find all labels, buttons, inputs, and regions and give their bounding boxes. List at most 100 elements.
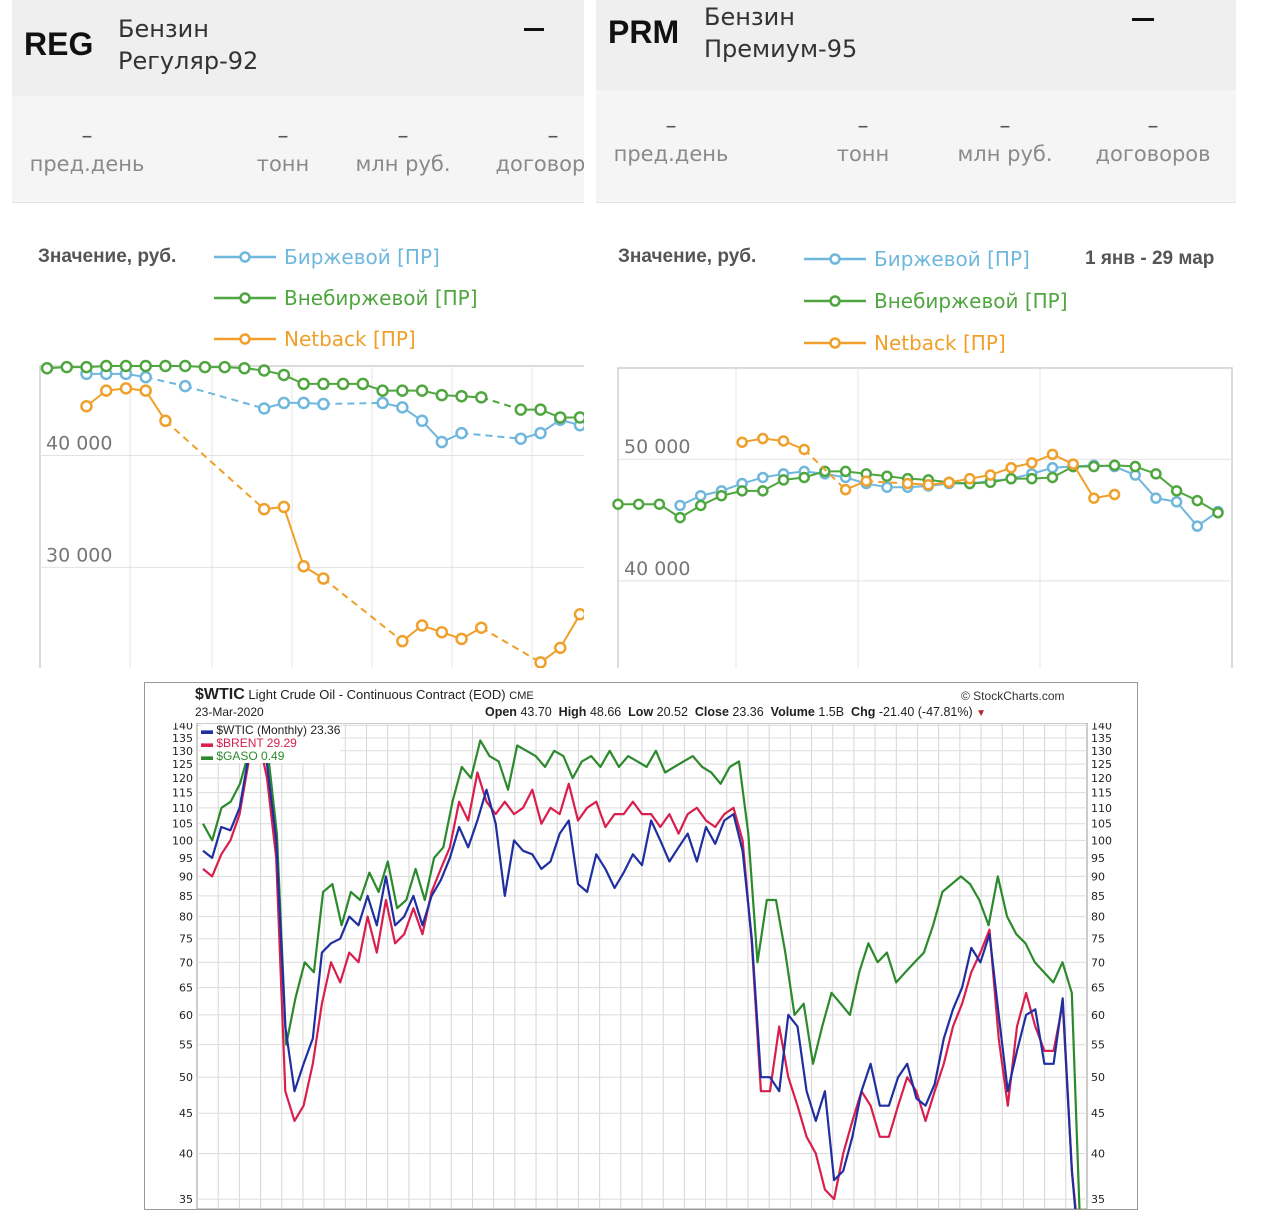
data-point-vnebirzh — [1046, 471, 1059, 484]
y-tick-label-right: 60 — [1091, 1009, 1105, 1022]
data-point-birzh — [534, 426, 547, 440]
data-point-vnebirzh — [839, 465, 852, 478]
data-point-netback — [963, 472, 976, 485]
y-tick-label-left: 120 — [172, 772, 193, 785]
wtic-date: 23-Mar-2020 — [195, 705, 264, 719]
data-point-netback — [736, 436, 748, 448]
y-tick-label-right: 45 — [1091, 1107, 1105, 1120]
data-point-vnebirzh — [736, 485, 748, 497]
data-point-vnebirzh — [376, 384, 389, 397]
data-point-birzh — [139, 370, 152, 384]
series-line-netback — [322, 577, 403, 642]
reg-product-name-line2: Регуляр-92 — [118, 47, 259, 75]
data-point-vnebirzh — [119, 359, 133, 373]
prm-stat-mln-rub: – млн руб. — [940, 112, 1070, 166]
data-point-netback — [943, 476, 955, 489]
data-point-netback — [839, 483, 852, 496]
data-point-vnebirzh — [435, 388, 449, 402]
y-tick-label-left: 80 — [179, 911, 193, 924]
reg-stat-contracts-value: – — [547, 124, 559, 149]
data-point-netback — [396, 634, 409, 648]
data-point-vnebirzh — [475, 391, 488, 404]
data-point-vnebirzh — [218, 360, 231, 374]
legend-line-icon: ▬ — [201, 749, 213, 763]
data-point-birzh — [1191, 520, 1204, 532]
series-line-netback — [803, 448, 847, 491]
data-point-birzh — [277, 396, 291, 410]
y-tick-label-left: 130 — [172, 745, 193, 758]
legend-marker-icon — [804, 253, 866, 265]
wtic-chg-label: Chg — [851, 705, 876, 719]
data-point-vnebirzh — [198, 360, 212, 374]
data-point-birzh — [455, 426, 468, 440]
data-point-vnebirzh — [1088, 460, 1100, 473]
data-point-netback — [139, 384, 152, 397]
data-point-vnebirzh — [612, 498, 624, 510]
reg-stat-tons-value: – — [277, 124, 289, 149]
prm-stat-contracts-label: договоров — [1095, 142, 1211, 166]
data-point-vnebirzh — [819, 465, 831, 478]
prm-stat-mln-rub-label: млн руб. — [957, 142, 1053, 166]
y-tick-label-right: 50 — [1091, 1071, 1105, 1084]
y-tick-label-left: 35 — [179, 1193, 193, 1206]
series-line-netback — [866, 480, 908, 485]
reg-stat-prev-day: – пред.день — [22, 122, 152, 176]
y-tick-label-left: 85 — [179, 890, 193, 903]
reg-stat-prev-day-label: пред.день — [29, 152, 145, 176]
data-point-vnebirzh — [455, 389, 468, 403]
y-tick-label-left: 45 — [179, 1107, 193, 1120]
legend-line-icon: ▬ — [201, 723, 213, 737]
prm-product-name-line2: Премиум-95 — [704, 35, 858, 63]
reg-stat-contracts-label: договоров — [495, 152, 584, 176]
reg-legend-netback-label: Netback [ПР] — [284, 327, 416, 351]
y-tick-label-right: 100 — [1091, 834, 1112, 847]
data-point-netback — [277, 500, 291, 514]
y-tick-label-left: 60 — [179, 1009, 193, 1022]
data-point-vnebirzh — [40, 361, 54, 375]
wtic-open-label: Open — [485, 705, 517, 719]
legend-marker-icon — [214, 292, 276, 304]
series-line-gaso — [202, 729, 1081, 1209]
data-point-vnebirzh — [356, 377, 370, 391]
y-tick-label-left: 115 — [172, 787, 193, 800]
data-point-birzh — [674, 499, 686, 512]
data-point-vnebirzh — [80, 360, 93, 374]
wtic-ohlc-row: Open 43.70 High 48.66 Low 20.52 Close 23… — [485, 705, 986, 719]
wtic-open-value: 43.70 — [520, 705, 552, 719]
wtic-exchange: CME — [509, 690, 534, 702]
reg-stat-mln-rub-value: – — [397, 124, 409, 149]
data-point-netback — [455, 632, 468, 646]
y-tick-label-right: 40 — [1091, 1147, 1105, 1160]
y-tick-label-left: 75 — [179, 933, 193, 946]
wtic-chart: 35 35 40 40 45 45 50 50 55 55 60 60 65 65 70 70 75 75 80 80… — [172, 723, 1112, 1209]
data-point-netback — [798, 443, 810, 456]
prm-legend-netback-label: Netback [ПР] — [874, 331, 1006, 355]
data-point-vnebirzh — [178, 359, 192, 373]
data-point-vnebirzh — [257, 364, 271, 377]
prm-date-range[interactable]: 1 янв - 29 мар — [1085, 248, 1215, 269]
series-line-brent — [202, 734, 1077, 1209]
data-point-birzh — [317, 397, 330, 411]
data-point-netback — [99, 384, 113, 397]
series-netback — [736, 432, 1121, 504]
y-tick-label: 40 000 — [624, 558, 690, 580]
data-point-vnebirzh — [99, 359, 113, 373]
wtic-high-label: High — [558, 705, 587, 719]
data-point-vnebirzh — [277, 368, 291, 382]
data-point-birzh — [376, 396, 389, 410]
series-line-birzh — [461, 432, 521, 440]
wtic-legend: ▬ $WTIC (Monthly) 23.36 ▬ $BRENT 29.29 ▬… — [201, 723, 341, 763]
series-vnebirzh — [40, 359, 584, 424]
reg-stats-row: – пред.день – тонн – млн руб. – договоро… — [12, 96, 584, 203]
data-point-netback — [119, 382, 133, 395]
y-tick-label: 40 000 — [46, 432, 112, 454]
data-point-birzh — [1046, 461, 1059, 474]
y-tick-label-left: 50 — [179, 1071, 193, 1084]
y-tick-label-right: 55 — [1091, 1039, 1105, 1052]
wtic-volume-label: Volume — [770, 705, 815, 719]
data-point-netback — [757, 432, 769, 445]
prm-header: PRM Бензин Премиум-95 — [596, 0, 1236, 90]
prm-stat-tons: – тонн — [798, 112, 928, 166]
y-tick-label-left: 105 — [172, 818, 193, 831]
y-tick-label-right: 80 — [1091, 911, 1105, 924]
